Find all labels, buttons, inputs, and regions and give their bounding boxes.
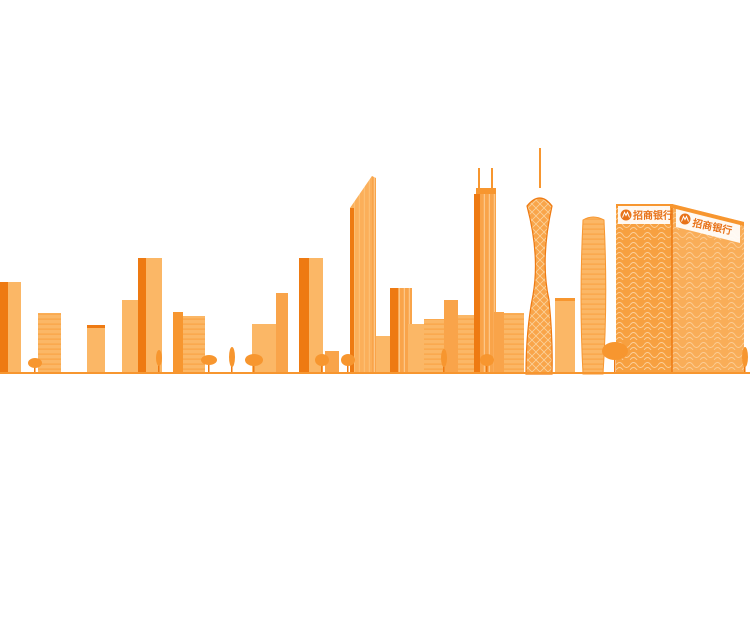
tree bbox=[156, 350, 162, 374]
ground-line bbox=[0, 372, 750, 374]
bank-logo-icon bbox=[679, 213, 691, 225]
building bbox=[555, 298, 575, 374]
building bbox=[444, 300, 476, 374]
building bbox=[0, 282, 21, 374]
building bbox=[494, 312, 524, 374]
tree bbox=[229, 347, 235, 374]
building bbox=[325, 351, 339, 374]
tree bbox=[341, 354, 355, 374]
tree bbox=[602, 342, 628, 374]
building bbox=[474, 168, 496, 374]
tree bbox=[742, 347, 748, 374]
tree bbox=[201, 355, 217, 374]
building bbox=[122, 300, 138, 374]
building bbox=[580, 216, 607, 375]
building bbox=[376, 336, 390, 374]
tree bbox=[245, 354, 263, 374]
tree bbox=[441, 349, 447, 374]
building bbox=[138, 258, 162, 374]
tree bbox=[315, 354, 329, 374]
building bbox=[350, 176, 376, 374]
building bbox=[299, 258, 323, 374]
building bbox=[173, 312, 205, 374]
tv-tower bbox=[525, 148, 553, 375]
building bbox=[408, 319, 444, 374]
bank-building: 招商银行 招商银行 bbox=[616, 204, 744, 374]
tree bbox=[480, 354, 494, 374]
bank-logo-icon bbox=[620, 209, 632, 221]
building bbox=[87, 325, 105, 374]
bank-sign-left: 招商银行 bbox=[633, 209, 673, 222]
building bbox=[38, 313, 61, 374]
tree bbox=[28, 358, 42, 374]
